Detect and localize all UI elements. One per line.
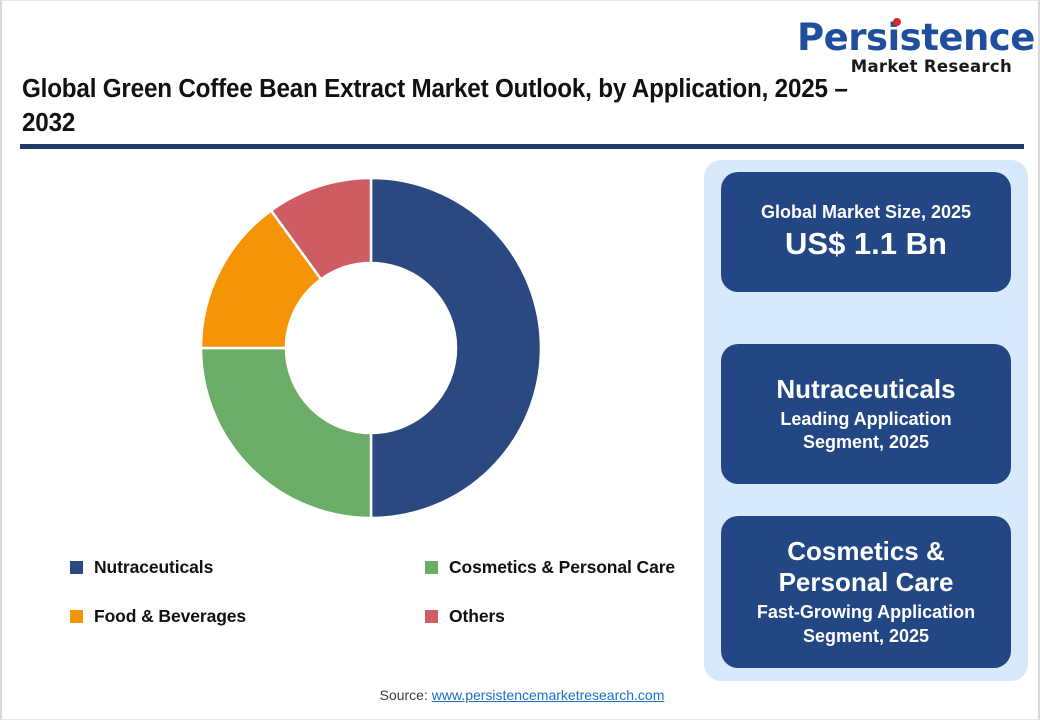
kpi-value: US$ 1.1 Bn (785, 226, 947, 262)
logo-wordmark-text: Persistence (797, 16, 1035, 59)
kpi-panel: Global Market Size, 2025 US$ 1.1 Bn Nutr… (704, 160, 1028, 681)
kpi-card-leading-segment: Nutraceuticals Leading Application Segme… (721, 344, 1011, 484)
logo-wordmark: Persistence (797, 16, 1035, 59)
legend-label: Nutraceuticals (94, 557, 214, 577)
legend-swatch-icon (425, 561, 438, 574)
donut-svg (200, 177, 542, 519)
source-link[interactable]: www.persistencemarketresearch.com (431, 687, 665, 703)
page-title: Global Green Coffee Bean Extract Market … (22, 75, 848, 137)
legend-item-cosmetics-personal-care: Cosmetics & Personal Care (425, 557, 690, 578)
donut-chart (32, 161, 692, 561)
legend-label: Others (449, 606, 505, 626)
legend-swatch-icon (70, 561, 83, 574)
kpi-subtitle-line-2: Segment, 2025 (802, 432, 930, 453)
legend-label: Food & Beverages (94, 606, 247, 626)
legend-label: Cosmetics & Personal Care (449, 557, 676, 577)
source-line: Source: www.persistencemarketresearch.co… (2, 687, 1040, 703)
donut-slice-group (200, 177, 542, 519)
kpi-card-fast-growing-segment: Cosmetics & Personal Care Fast-Growing A… (721, 516, 1011, 668)
title-divider (20, 144, 1024, 149)
company-logo: Persistence Market Research (797, 18, 1035, 76)
kpi-subtitle-line-2: Segment, 2025 (802, 625, 930, 646)
donut-slice (369, 177, 542, 519)
legend-item-nutraceuticals: Nutraceuticals (70, 557, 425, 578)
donut-chart-graphic (200, 177, 542, 519)
donut-slice (200, 346, 373, 519)
legend-swatch-icon (70, 610, 83, 623)
source-prefix: Source: (379, 687, 432, 703)
legend-swatch-icon (425, 610, 438, 623)
donut-slice (269, 177, 373, 281)
kpi-subtitle-line-1: Leading Application (780, 408, 952, 429)
kpi-headline: Nutraceuticals (776, 373, 956, 404)
kpi-subtitle-line-1: Fast-Growing Application (756, 602, 976, 623)
kpi-caption: Global Market Size, 2025 (760, 201, 972, 222)
kpi-headline-line-2: Personal Care (778, 567, 954, 598)
kpi-headline-line-1: Cosmetics & (787, 535, 945, 566)
legend-item-others: Others (425, 606, 690, 627)
logo-tagline: Market Research (850, 57, 1012, 76)
legend-item-food-beverages: Food & Beverages (70, 606, 425, 627)
chart-legend: Nutraceuticals Cosmetics & Personal Care… (70, 557, 690, 627)
logo-dot-icon (893, 18, 901, 26)
kpi-card-market-size: Global Market Size, 2025 US$ 1.1 Bn (721, 172, 1011, 292)
